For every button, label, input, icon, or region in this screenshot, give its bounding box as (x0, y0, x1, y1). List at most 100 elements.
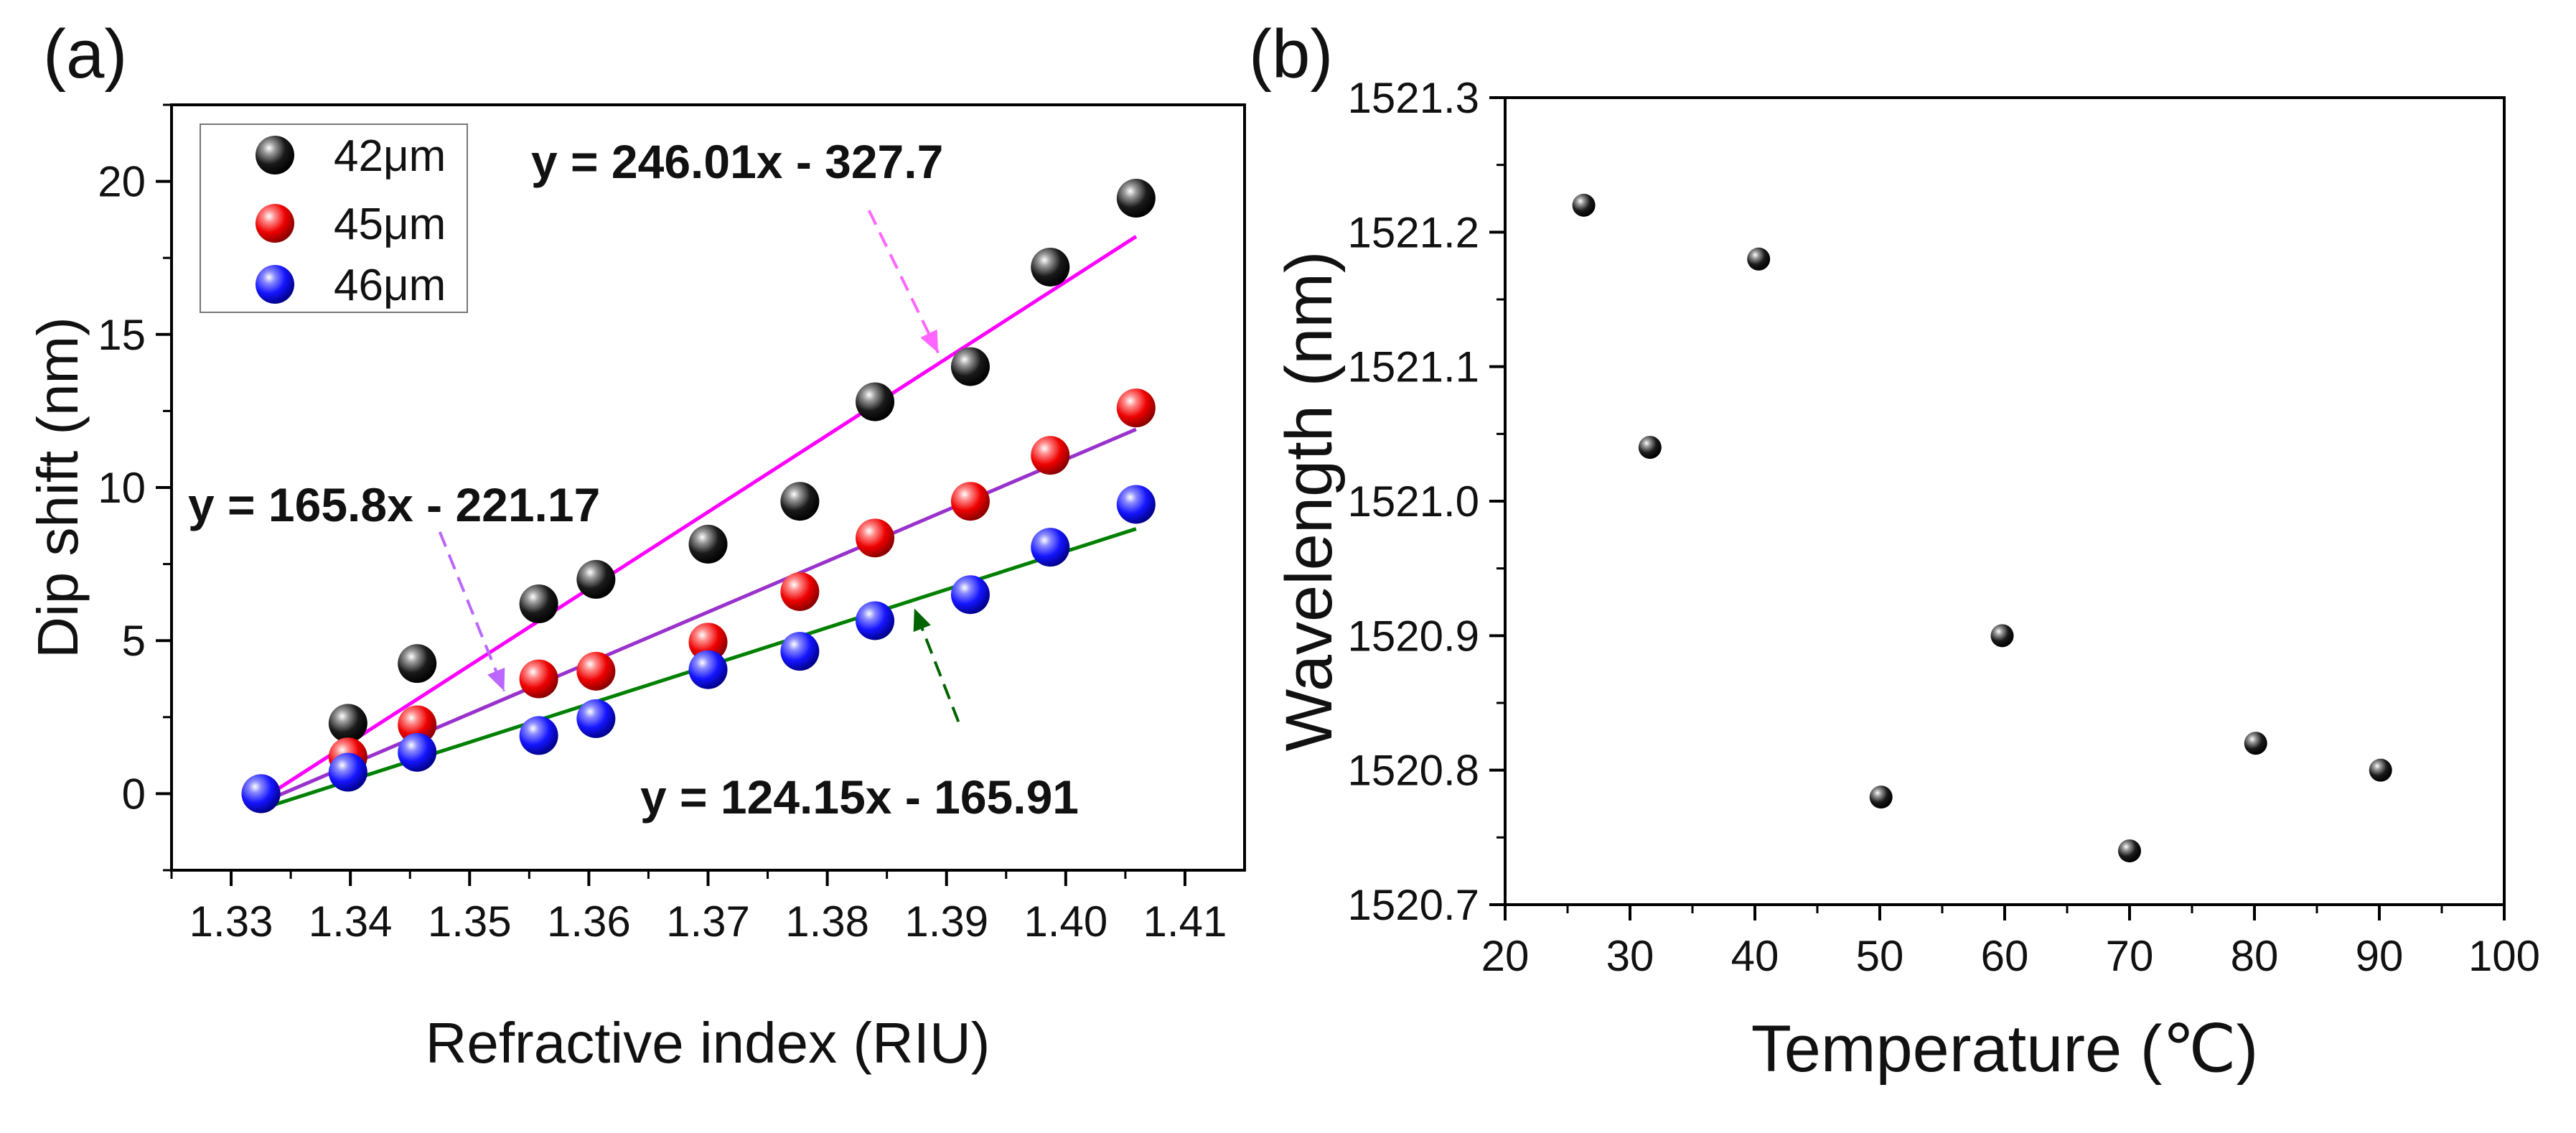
x-tick-label-a: 1.38 (785, 897, 869, 946)
x-tick-label-a: 1.39 (904, 897, 988, 946)
x-tick-label-a: 1.35 (428, 897, 512, 946)
data-point-45m-6 (780, 572, 820, 611)
data-point-temperature-5 (2118, 839, 2141, 863)
legend-a: 42μm 45μm 46μm (200, 123, 468, 313)
data-point-42m-7 (856, 382, 895, 421)
x-tick-label-a: 1.33 (189, 897, 273, 946)
panel-a-label: (a) (43, 16, 127, 93)
y-tick-label-a: 20 (98, 158, 146, 206)
data-point-45m-2 (398, 705, 437, 745)
data-point-45m-8 (950, 482, 990, 521)
data-point-42m-6 (780, 482, 820, 521)
y-tick-label-b: 1521.2 (1347, 208, 1479, 256)
x-tick-label-a: 1.40 (1024, 897, 1107, 946)
data-point-42m-1 (328, 704, 367, 743)
data-point-46m-3 (519, 716, 558, 755)
y-tick-label-a: 5 (122, 617, 146, 665)
data-point-46m-0 (241, 774, 281, 813)
data-point-42m-10 (1116, 179, 1156, 218)
x-tick-label-a: 1.37 (666, 897, 750, 946)
data-point-temperature-2 (1747, 247, 1771, 271)
data-point-42m-4 (576, 559, 616, 599)
axis-ticks-a: 1.33 1.34 1.35 1.36 1.37 1.38 1.39 1.40 1.41 0 5 10… (98, 103, 1227, 946)
annotation-arrowhead-0 (920, 329, 939, 353)
data-point-temperature-0 (1572, 193, 1596, 217)
x-tick-label-b: 60 (1981, 932, 2029, 980)
y-tick-label-b: 1520.7 (1347, 881, 1479, 929)
x-tick-label-b: 70 (2106, 932, 2154, 980)
y-tick-label-b: 1521.3 (1347, 74, 1479, 122)
data-point-45m-10 (1116, 388, 1156, 428)
data-point-42m-8 (950, 347, 990, 386)
data-point-46m-8 (950, 575, 990, 615)
annotation-arrows-a (438, 210, 960, 722)
annotation-arrowhead-1 (487, 667, 505, 691)
data-point-42m-2 (398, 644, 437, 684)
y-tick-label-b: 1520.9 (1347, 612, 1479, 660)
data-point-temperature-1 (1638, 436, 1662, 460)
data-point-45m-5 (688, 623, 728, 662)
data-point-46m-10 (1116, 485, 1156, 524)
data-point-46m-6 (780, 632, 820, 671)
data-point-temperature-3 (1869, 785, 1893, 809)
y-tick-label-b: 1520.8 (1347, 747, 1479, 795)
plot-frame-b (1504, 96, 2506, 906)
annotation-arrow-1 (438, 531, 506, 692)
data-point-46m-7 (856, 601, 895, 640)
x-tick-label-a: 1.41 (1143, 897, 1227, 946)
x-tick-label-a: 1.34 (309, 897, 393, 946)
y-tick-label-b: 1521.0 (1347, 477, 1479, 526)
x-axis-title-b: Temperature (℃) (1751, 1012, 2259, 1086)
y-tick-label-a: 15 (98, 311, 146, 359)
legend-label-45um: 45μm (334, 200, 446, 249)
data-point-46m-1 (328, 752, 367, 792)
equation-46um: y = 124.15x - 165.91 (640, 770, 1079, 824)
data-point-46m-9 (1031, 528, 1070, 567)
equation-45um: y = 165.8x - 221.17 (188, 478, 600, 531)
annotation-arrowhead-2 (913, 608, 931, 633)
x-tick-label-b: 80 (2231, 932, 2279, 980)
x-tick-label-b: 40 (1731, 932, 1779, 980)
data-point-42m-5 (688, 524, 728, 564)
annotation-arrow-0 (867, 210, 940, 354)
x-tick-label-b: 100 (2468, 932, 2540, 980)
data-points-b (1572, 193, 2392, 863)
y-axis-title-a: Dip shift (nm) (26, 317, 90, 658)
data-point-temperature-7 (2369, 758, 2392, 782)
data-point-42m-3 (519, 584, 558, 624)
fit-line-0 (260, 235, 1138, 802)
legend-box (200, 123, 468, 313)
legend-marker-45um (256, 204, 294, 243)
equation-42um: y = 246.01x - 327.7 (531, 135, 943, 188)
x-tick-label-a: 1.36 (547, 897, 631, 946)
x-tick-label-b: 50 (1856, 932, 1904, 980)
data-point-42m-9 (1031, 247, 1070, 286)
legend-marker-42um (256, 136, 294, 174)
axis-ticks-b: 20 30 40 50 60 70 80 90 100 1520.7 1520.8 1520.9 152… (1347, 74, 2540, 980)
legend-label-42um: 42μm (334, 131, 446, 181)
data-point-46m-5 (688, 650, 728, 689)
x-tick-label-b: 30 (1606, 932, 1654, 980)
panel-a: (a) 1.33 1.34 1.35 1.36 1.37 1.38 1.39 1.40 1.41… (26, 16, 1246, 1075)
y-tick-label-a: 10 (98, 464, 146, 512)
data-point-45m-4 (576, 651, 616, 691)
y-axis-title-b: Wavelength (nm) (1273, 251, 1346, 751)
panel-b-label: (b) (1249, 16, 1333, 93)
data-point-45m-7 (856, 518, 895, 558)
x-axis-title-a: Refractive index (RIU) (426, 1011, 990, 1075)
y-tick-label-a: 0 (122, 770, 146, 818)
x-tick-label-b: 20 (1481, 932, 1530, 980)
legend-marker-46um (256, 265, 294, 304)
data-point-45m-3 (519, 659, 558, 699)
x-tick-label-b: 90 (2356, 932, 2404, 980)
data-point-46m-2 (398, 732, 437, 772)
data-point-45m-9 (1031, 436, 1070, 475)
data-points-a (241, 179, 1156, 813)
y-tick-label-b: 1521.1 (1347, 343, 1479, 391)
panel-b: (b) 20 30 40 50 60 70 80 90 100 1520.7 1520.8 1520.… (1249, 16, 2540, 1086)
legend-label-46um: 46μm (334, 261, 446, 310)
data-point-temperature-4 (1990, 624, 2014, 648)
data-point-temperature-6 (2244, 732, 2267, 755)
data-point-46m-4 (576, 699, 616, 738)
